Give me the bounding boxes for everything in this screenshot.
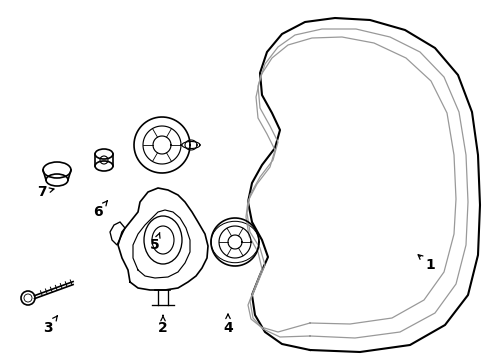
Text: 2: 2 bbox=[158, 315, 168, 335]
Text: 3: 3 bbox=[43, 316, 57, 335]
Text: 5: 5 bbox=[150, 233, 160, 252]
Text: 6: 6 bbox=[93, 201, 107, 219]
Text: 7: 7 bbox=[37, 185, 54, 199]
Text: 1: 1 bbox=[418, 255, 435, 272]
Text: 4: 4 bbox=[223, 314, 233, 335]
